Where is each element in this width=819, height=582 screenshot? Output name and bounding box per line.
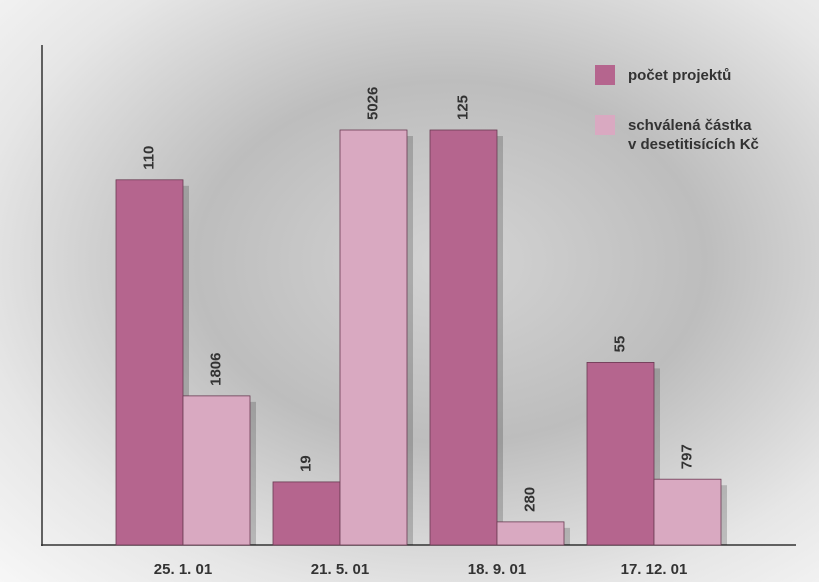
bar [496, 521, 565, 546]
bar [182, 395, 251, 546]
legend-label: schválená částka v desetitisících Kč [628, 117, 759, 153]
legend-swatch [595, 65, 615, 85]
x-tick-label: 25. 1. 01 [154, 561, 212, 578]
value-label: 280 [521, 487, 538, 512]
value-label: 125 [454, 95, 471, 120]
value-label: 5026 [364, 87, 381, 120]
value-label: 55 [611, 336, 628, 353]
bar [653, 478, 722, 546]
bar [586, 361, 655, 546]
value-label: 797 [678, 444, 695, 469]
x-tick-label: 17. 12. 01 [621, 561, 688, 578]
bar [429, 129, 498, 546]
x-tick-label: 21. 5. 01 [311, 561, 369, 578]
bar [272, 481, 341, 546]
bar [339, 129, 408, 546]
value-label: 19 [297, 455, 314, 472]
value-label: 1806 [207, 353, 224, 386]
x-tick-label: 18. 9. 01 [468, 561, 526, 578]
bar [115, 179, 184, 546]
legend-swatch [595, 115, 615, 135]
value-label: 110 [140, 146, 157, 170]
legend-label: počet projektů [628, 67, 732, 84]
